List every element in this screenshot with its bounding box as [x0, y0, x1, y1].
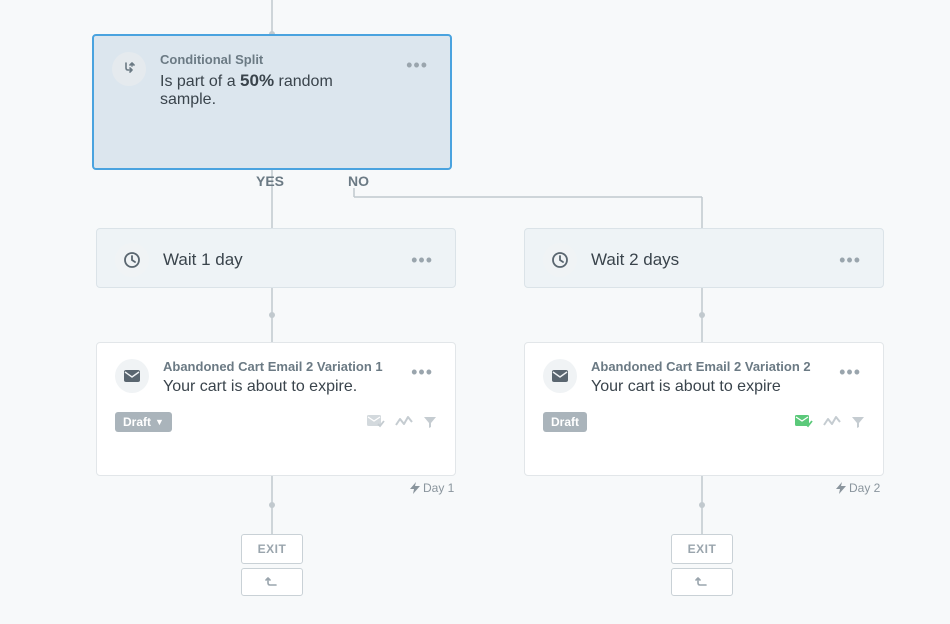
clock-icon: [543, 243, 577, 277]
clock-icon: [115, 243, 149, 277]
branch-label-yes: YES: [256, 173, 284, 189]
status-badge-no[interactable]: Draft: [543, 412, 587, 432]
wait-text-no: Wait 2 days: [591, 250, 821, 270]
filter-icon: [423, 415, 437, 429]
split-icon: [112, 52, 146, 86]
filter-icon: [851, 415, 865, 429]
analytics-icon: [823, 415, 841, 429]
branch-icon-button-no[interactable]: [671, 568, 733, 596]
email-title-yes: Abandoned Cart Email 2 Variation 1: [163, 359, 393, 374]
email-yes-footer-icons: [367, 415, 437, 429]
mail-icon: [543, 359, 577, 393]
conditional-description: Is part of a 50% random sample.: [160, 71, 388, 109]
branch-label-no: NO: [348, 173, 369, 189]
status-badge-yes[interactable]: Draft▼: [115, 412, 172, 432]
conditional-split-node[interactable]: Conditional Split Is part of a 50% rando…: [92, 34, 452, 170]
analytics-icon: [395, 415, 413, 429]
conditional-title: Conditional Split: [160, 52, 388, 67]
email-no-footer-icons: [795, 415, 865, 429]
exit-button-no[interactable]: EXIT: [671, 534, 733, 564]
email-node-no[interactable]: Abandoned Cart Email 2 Variation 2 Your …: [524, 342, 884, 476]
mail-check-icon: [367, 415, 385, 429]
email-subject-no: Your cart is about to expire: [591, 378, 821, 396]
email-title-no: Abandoned Cart Email 2 Variation 2: [591, 359, 821, 374]
email-no-menu-button[interactable]: •••: [835, 359, 865, 385]
email-subject-yes: Your cart is about to expire.: [163, 378, 393, 396]
wait-node-yes[interactable]: Wait 1 day •••: [96, 228, 456, 288]
branch-icon-button-yes[interactable]: [241, 568, 303, 596]
email-node-yes[interactable]: Abandoned Cart Email 2 Variation 1 Your …: [96, 342, 456, 476]
mail-icon: [115, 359, 149, 393]
day-label-no: Day 2: [836, 481, 880, 495]
wait-text-yes: Wait 1 day: [163, 250, 393, 270]
wait-yes-menu-button[interactable]: •••: [407, 247, 437, 273]
day-label-yes: Day 1: [410, 481, 454, 495]
email-yes-menu-button[interactable]: •••: [407, 359, 437, 385]
mail-check-icon: [795, 415, 813, 429]
conditional-menu-button[interactable]: •••: [402, 52, 432, 78]
wait-node-no[interactable]: Wait 2 days •••: [524, 228, 884, 288]
wait-no-menu-button[interactable]: •••: [835, 247, 865, 273]
exit-button-yes[interactable]: EXIT: [241, 534, 303, 564]
